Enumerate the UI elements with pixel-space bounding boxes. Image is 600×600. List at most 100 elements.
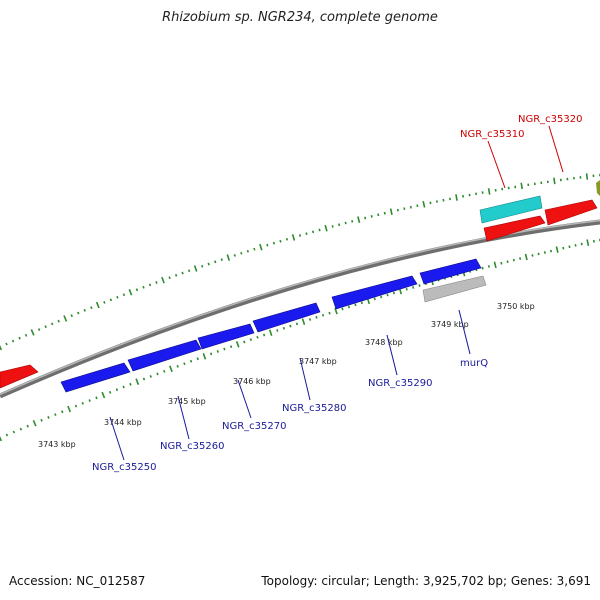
guide-dot bbox=[11, 339, 15, 343]
guide-dot bbox=[396, 208, 399, 212]
lower-guide-dots bbox=[0, 238, 600, 442]
guide-dot bbox=[40, 418, 43, 422]
guide-dot bbox=[115, 388, 119, 392]
guide-dot bbox=[301, 318, 306, 325]
guide-dot bbox=[233, 254, 236, 257]
guide-dot bbox=[209, 352, 213, 356]
scale-label-3747: 3747 kbp bbox=[299, 357, 337, 366]
guide-dot bbox=[341, 307, 344, 311]
upper-guide-dots bbox=[0, 173, 600, 351]
guide-dot bbox=[30, 329, 35, 336]
guide-dot bbox=[512, 258, 515, 262]
guide-dot bbox=[364, 216, 367, 220]
guide-dot bbox=[412, 286, 415, 289]
guide-dot bbox=[220, 258, 223, 262]
guide-dot bbox=[373, 297, 376, 301]
guide-dot bbox=[163, 369, 166, 373]
map-title: Rhizobium sp. NGR234, complete genome bbox=[162, 10, 438, 25]
gene-c35260[interactable] bbox=[127, 339, 202, 372]
scale-labels: 3743 kbp 3744 kbp 3745 kbp 3746 kbp 3747… bbox=[38, 302, 535, 449]
guide-dot bbox=[321, 313, 325, 317]
guide-dot bbox=[351, 219, 354, 223]
gene-c35250[interactable] bbox=[60, 362, 131, 393]
genome-backbone bbox=[0, 219, 600, 399]
guide-dot bbox=[266, 243, 269, 247]
accession-text: Accession: NC_012587 bbox=[9, 574, 146, 588]
guide-dot bbox=[223, 347, 226, 351]
gene-c35310[interactable] bbox=[483, 215, 546, 242]
guide-dot bbox=[318, 228, 321, 232]
guide-dot bbox=[229, 345, 233, 349]
guide-dot bbox=[298, 234, 302, 237]
guide-dot bbox=[77, 311, 80, 315]
guide-dot bbox=[409, 205, 412, 209]
guide-dot bbox=[531, 254, 534, 257]
guide-dot bbox=[389, 208, 393, 215]
guide-dot bbox=[403, 207, 406, 210]
gene-left-red[interactable] bbox=[0, 364, 39, 389]
gene-c35280[interactable] bbox=[252, 302, 321, 333]
guide-dot bbox=[291, 234, 296, 241]
guide-dot bbox=[468, 193, 471, 197]
gene-c35300[interactable] bbox=[419, 258, 482, 285]
guide-dot bbox=[81, 401, 84, 405]
guide-dot bbox=[201, 264, 204, 268]
guide-dot bbox=[135, 288, 139, 292]
guide-dot bbox=[50, 322, 54, 326]
guide-dot bbox=[54, 413, 57, 417]
guide-dot bbox=[305, 232, 308, 236]
gene-c35320[interactable] bbox=[544, 199, 598, 226]
label-c35260: NGR_c35260 bbox=[160, 441, 225, 452]
guide-dot bbox=[128, 289, 133, 296]
guide-dot bbox=[168, 276, 171, 280]
guide-dot bbox=[169, 365, 173, 373]
guide-dot bbox=[176, 364, 179, 368]
reverse-leader-lines bbox=[487, 125, 564, 189]
guide-dot bbox=[549, 249, 553, 253]
guide-dot bbox=[422, 201, 426, 208]
guide-dot bbox=[226, 254, 231, 261]
guide-dot bbox=[370, 215, 373, 218]
guide-dot bbox=[311, 230, 315, 234]
guide-dot bbox=[0, 345, 3, 351]
guide-dot bbox=[88, 399, 91, 402]
guide-dot bbox=[148, 283, 152, 287]
gene-c35270[interactable] bbox=[197, 323, 255, 350]
guide-dot bbox=[383, 211, 386, 215]
guide-dot bbox=[108, 390, 112, 394]
guide-dot bbox=[377, 213, 380, 217]
guide-dot bbox=[487, 265, 490, 268]
guide-dot bbox=[19, 427, 23, 431]
guide-dot bbox=[155, 281, 158, 284]
guide-dot bbox=[537, 252, 540, 256]
guide-dot bbox=[83, 308, 86, 312]
guide-dot bbox=[586, 239, 590, 246]
gene-c35290[interactable] bbox=[331, 275, 418, 310]
guide-dot bbox=[189, 359, 193, 363]
guide-dot bbox=[214, 260, 217, 264]
guide-dot bbox=[193, 265, 198, 272]
gene-murQ[interactable] bbox=[422, 275, 487, 303]
guide-dot bbox=[174, 273, 178, 277]
guide-dot bbox=[95, 396, 98, 400]
guide-dot bbox=[12, 430, 16, 434]
guide-dot bbox=[5, 433, 9, 437]
guide-dot bbox=[95, 301, 100, 309]
label-murQ: murQ bbox=[460, 358, 488, 369]
label-c35250: NGR_c35250 bbox=[92, 462, 157, 473]
guide-dot bbox=[347, 305, 351, 309]
guide-dot bbox=[295, 322, 299, 326]
guide-dot bbox=[26, 424, 29, 428]
guide-dot bbox=[506, 260, 509, 264]
guide-dot bbox=[149, 375, 152, 378]
guide-dot bbox=[435, 200, 438, 203]
scale-label-3743: 3743 kbp bbox=[38, 440, 76, 449]
guide-dot bbox=[216, 350, 219, 353]
guide-dot bbox=[47, 416, 50, 419]
guide-dot bbox=[442, 198, 445, 202]
guide-dot bbox=[315, 315, 318, 319]
gene-cyan[interactable] bbox=[479, 195, 543, 224]
guide-dot bbox=[101, 391, 106, 399]
guide-dot bbox=[455, 194, 458, 201]
